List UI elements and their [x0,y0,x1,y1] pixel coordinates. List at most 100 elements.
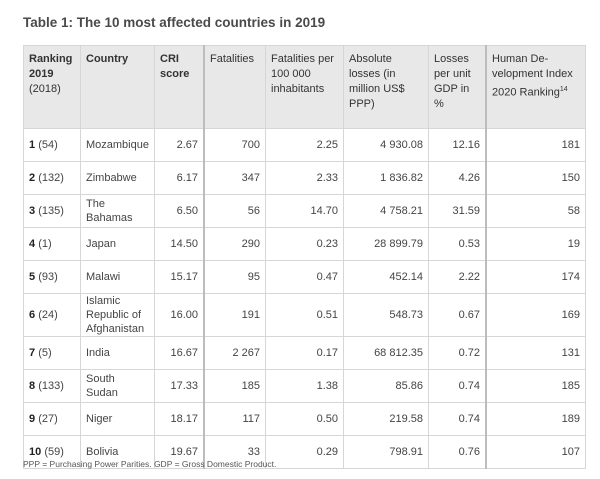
hdi-cell: 174 [485,260,586,294]
fatalities-cell: 95 [203,260,266,294]
hdi-cell: 58 [485,194,586,228]
table-row: 3 (135) The Bahamas 6.50 56 14.70 4 758.21 31.… [23,194,586,228]
fatalities-per-cell: 1.38 [265,369,344,403]
footnote-ref: 14 [559,86,568,93]
table-title: Table 1: The 10 most affected countries … [23,15,326,30]
rank-2018: (135) [38,205,64,217]
losses-gdp-cell: 31.59 [428,194,487,228]
header-ranking-sub: (2018) [29,83,61,95]
losses-gdp-cell: 0.74 [428,402,487,436]
fatalities-per-cell: 0.50 [265,402,344,436]
header-ranking-label: Ranking 2019 [29,53,73,80]
rank-2019: 10 [29,446,42,458]
cri-cell: 19.67 [154,435,205,469]
hdi-cell: 169 [485,293,586,337]
absolute-losses-cell: 28 899.79 [343,227,429,261]
fatalities-cell: 700 [203,128,266,162]
header-fatalities: Fatalities [203,45,266,129]
rank-2019: 6 [29,309,36,321]
rank-2018: (133) [38,380,64,392]
hdi-cell: 107 [485,435,586,469]
rank-2018: (132) [38,172,64,184]
fatalities-per-cell: 14.70 [265,194,344,228]
rank-2018: (93) [38,271,58,283]
rank-cell: 8 (133) [23,369,81,403]
rank-cell: 1 (54) [23,128,81,162]
cri-cell: 16.00 [154,293,205,337]
table-footnote: PPP = Purchasing Power Parities. GDP = G… [23,459,277,469]
cri-cell: 6.17 [154,161,205,195]
cri-cell: 17.33 [154,369,205,403]
cri-cell: 14.50 [154,227,205,261]
absolute-losses-cell: 798.91 [343,435,429,469]
rank-2019: 4 [29,238,36,250]
rank-2019: 5 [29,271,36,283]
cri-cell: 15.17 [154,260,205,294]
table-row: 4 (1) Japan 14.50 290 0.23 28 899.79 0.53 19 [23,227,586,261]
country-cell: India [80,336,155,370]
hdi-cell: 150 [485,161,586,195]
rank-2018: (1) [38,238,52,250]
country-cell: Mozambique [80,128,155,162]
fatalities-cell: 33 [203,435,266,469]
fatalities-per-cell: 0.47 [265,260,344,294]
fatalities-per-cell: 0.17 [265,336,344,370]
country-cell: South Sudan [80,369,155,403]
rank-2019: 9 [29,413,36,425]
rank-cell: 4 (1) [23,227,81,261]
table-row: 2 (132) Zimbabwe 6.17 347 2.33 1 836.82 4.26 15… [23,161,586,195]
country-cell: The Bahamas [80,194,155,228]
losses-gdp-cell: 12.16 [428,128,487,162]
rank-2018: (59) [44,446,64,458]
fatalities-cell: 185 [203,369,266,403]
cri-cell: 6.50 [154,194,205,228]
rank-cell: 7 (5) [23,336,81,370]
table-row: 5 (93) Malawi 15.17 95 0.47 452.14 2.22 174 [23,260,586,294]
table-row: 8 (133) South Sudan 17.33 185 1.38 85.86 0.74 1… [23,369,586,403]
hdi-cell: 189 [485,402,586,436]
hdi-cell: 131 [485,336,586,370]
losses-gdp-cell: 4.26 [428,161,487,195]
cri-cell: 16.67 [154,336,205,370]
rank-cell: 9 (27) [23,402,81,436]
rank-2018: (27) [38,413,58,425]
rank-2019: 3 [29,205,36,217]
fatalities-cell: 191 [203,293,266,337]
table-row: 7 (5) India 16.67 2 267 0.17 68 812.35 0.72 131 [23,336,586,370]
header-country: Country [80,45,155,129]
cri-cell: 2.67 [154,128,205,162]
fatalities-cell: 117 [203,402,266,436]
table-row: 9 (27) Niger 18.17 117 0.50 219.58 0.74 189 [23,402,586,436]
fatalities-per-cell: 0.23 [265,227,344,261]
rank-2018: (24) [38,309,58,321]
country-cell: Niger [80,402,155,436]
header-losses-gdp: Losses per unit GDP in % [428,45,487,129]
country-cell: Bolivia [80,435,155,469]
header-absolute-losses: Absolute losses (in million US$ PPP) [343,45,429,129]
fatalities-cell: 2 267 [203,336,266,370]
header-ranking: Ranking 2019 (2018) [23,45,81,129]
rank-2019: 1 [29,139,36,151]
losses-gdp-cell: 0.76 [428,435,487,469]
absolute-losses-cell: 219.58 [343,402,429,436]
fatalities-per-cell: 2.33 [265,161,344,195]
absolute-losses-cell: 85.86 [343,369,429,403]
absolute-losses-cell: 68 812.35 [343,336,429,370]
absolute-losses-cell: 4 758.21 [343,194,429,228]
country-cell: Islamic Republic of Afghanistan [80,293,155,337]
rank-2018: (5) [38,347,52,359]
hdi-cell: 19 [485,227,586,261]
absolute-losses-cell: 4 930.08 [343,128,429,162]
affected-countries-table: Ranking 2019 (2018) Country CRI score Fat… [23,45,586,469]
rank-cell: 5 (93) [23,260,81,294]
table-row: 1 (54) Mozambique 2.67 700 2.25 4 930.08 12.16… [23,128,586,162]
losses-gdp-cell: 0.53 [428,227,487,261]
hdi-cell: 185 [485,369,586,403]
rank-cell: 2 (132) [23,161,81,195]
fatalities-per-cell: 2.25 [265,128,344,162]
fatalities-cell: 56 [203,194,266,228]
country-cell: Zimbabwe [80,161,155,195]
country-cell: Japan [80,227,155,261]
absolute-losses-cell: 1 836.82 [343,161,429,195]
losses-gdp-cell: 0.67 [428,293,487,337]
